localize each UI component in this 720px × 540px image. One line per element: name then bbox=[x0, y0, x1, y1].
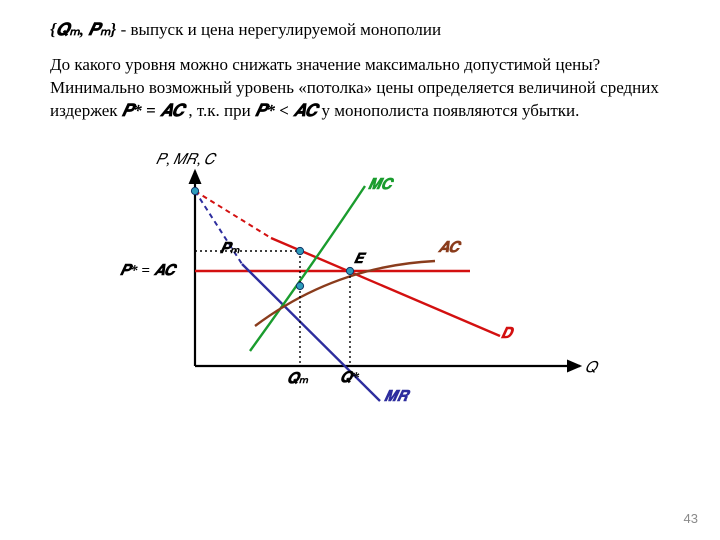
para-eq2: 𝑷* < 𝑨𝑪 bbox=[255, 101, 317, 120]
chart: 𝑃, 𝑀𝑅, 𝐶 𝑄 𝑴𝑪 𝑨𝑪 𝑫 𝑴𝑹 𝑬 𝑷ₘ 𝑷* = 𝑨𝑪 𝑸ₘ 𝑸* bbox=[100, 131, 620, 411]
para-eq1: 𝑷* = 𝑨𝑪 bbox=[122, 101, 184, 120]
para-l2b: , т.к. при bbox=[184, 101, 255, 120]
label-mr: 𝑴𝑹 bbox=[384, 388, 408, 406]
label-qm: 𝑸ₘ bbox=[287, 369, 308, 388]
label-qstar: 𝑸* bbox=[340, 369, 359, 387]
label-mc: 𝑴𝑪 bbox=[368, 176, 392, 194]
headline-tail: - выпуск и цена нерегулируемой монополии bbox=[116, 20, 441, 39]
label-e: 𝑬 bbox=[354, 252, 363, 268]
headline-braced: {𝑸ₘ, 𝑷ₘ} bbox=[50, 20, 116, 39]
label-ac: 𝑨𝑪 bbox=[438, 239, 459, 257]
label-pstar: 𝑷* = 𝑨𝑪 bbox=[120, 262, 175, 280]
para-l1: До какого уровня можно снижать значение … bbox=[50, 55, 600, 74]
headline: {𝑸ₘ, 𝑷ₘ} - выпуск и цена нерегулируемой … bbox=[50, 20, 670, 40]
paragraph: До какого уровня можно снижать значение … bbox=[50, 54, 670, 123]
page-number: 43 bbox=[684, 511, 698, 526]
chart-svg bbox=[100, 131, 620, 411]
label-d: 𝑫 bbox=[501, 325, 512, 343]
label-yaxis: 𝑃, 𝑀𝑅, 𝐶 bbox=[156, 151, 215, 169]
label-pm: 𝑷ₘ bbox=[220, 239, 240, 258]
para-l2c: у монополиста появляются убытки. bbox=[317, 101, 579, 120]
label-xaxis: 𝑄 bbox=[585, 359, 597, 377]
